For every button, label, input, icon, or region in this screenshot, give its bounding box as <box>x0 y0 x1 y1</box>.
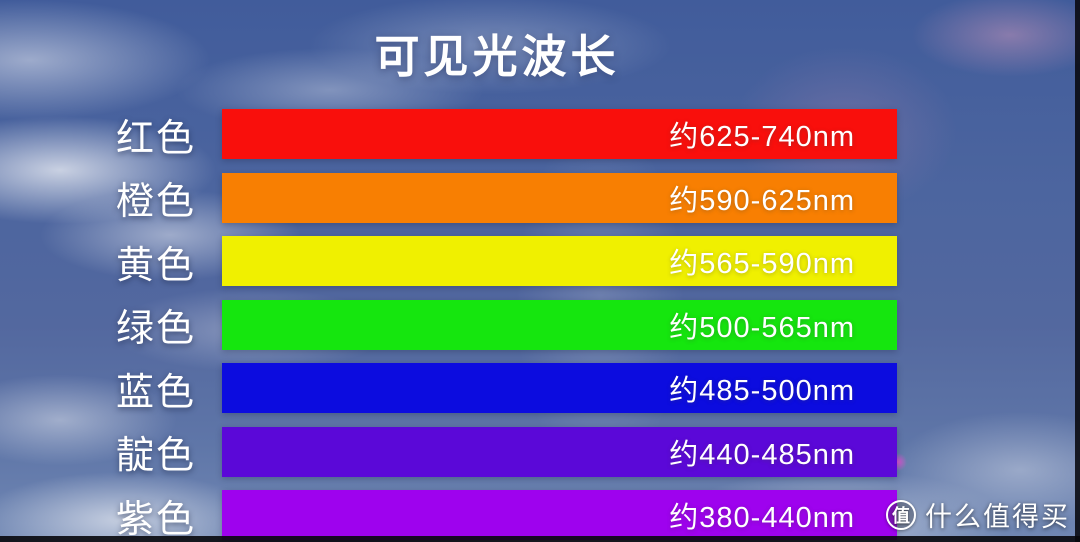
table-row-orange: 橙色 约590-625nm <box>0 172 1080 223</box>
wavelength-range-label: 约440-485nm <box>669 438 855 471</box>
table-row-green: 绿色 约500-565nm <box>0 299 1080 350</box>
table-row-violet: 紫色 约380-440nm <box>0 490 1080 541</box>
color-name-label: 橙色 <box>115 181 196 223</box>
wavelength-bar: 约625-740nm <box>222 109 897 159</box>
wavelength-bar: 约590-625nm <box>222 172 897 223</box>
color-name-label: 蓝色 <box>115 371 196 414</box>
page-title: 可见光波长 <box>374 31 620 82</box>
smzdm-logo-icon: 值 <box>886 499 916 530</box>
wavelength-range-label: 约380-440nm <box>669 502 855 534</box>
wavelength-bar: 约380-440nm <box>222 490 897 540</box>
wavelength-bar: 约440-485nm <box>222 426 897 477</box>
smzdm-watermark-label: 什么值得买 <box>925 502 1070 532</box>
color-name-label: 紫色 <box>115 498 196 541</box>
color-name-label: 红色 <box>115 117 196 160</box>
table-row-indigo: 靛色 约440-485nm <box>0 426 1080 477</box>
color-name-label: 绿色 <box>115 308 196 350</box>
wavelength-range-label: 约590-625nm <box>669 184 855 217</box>
table-row-blue: 蓝色 约485-500nm <box>0 363 1080 414</box>
wavelength-bar: 约485-500nm <box>222 363 897 413</box>
color-name-label: 黄色 <box>115 244 196 287</box>
video-frame-right-edge <box>1075 0 1080 542</box>
table-row-yellow: 黄色 约565-590nm <box>0 236 1080 287</box>
wavelength-bar: 约565-590nm <box>222 236 897 286</box>
wavelength-bar-list: 红色 约625-740nm 橙色 约590-625nm 黄色 约565-590n… <box>0 109 1080 542</box>
wavelength-range-label: 约485-500nm <box>669 375 855 407</box>
wavelength-bar: 约500-565nm <box>222 299 897 350</box>
color-name-label: 靛色 <box>115 435 196 477</box>
table-row-red: 红色 约625-740nm <box>0 109 1080 160</box>
wavelength-range-label: 约565-590nm <box>669 248 855 280</box>
wavelength-range-label: 约625-740nm <box>669 121 855 153</box>
wavelength-range-label: 约500-565nm <box>669 311 855 344</box>
video-frame-bottom-edge <box>0 536 1080 542</box>
smzdm-watermark: 值 什么值得买 <box>886 495 1070 534</box>
